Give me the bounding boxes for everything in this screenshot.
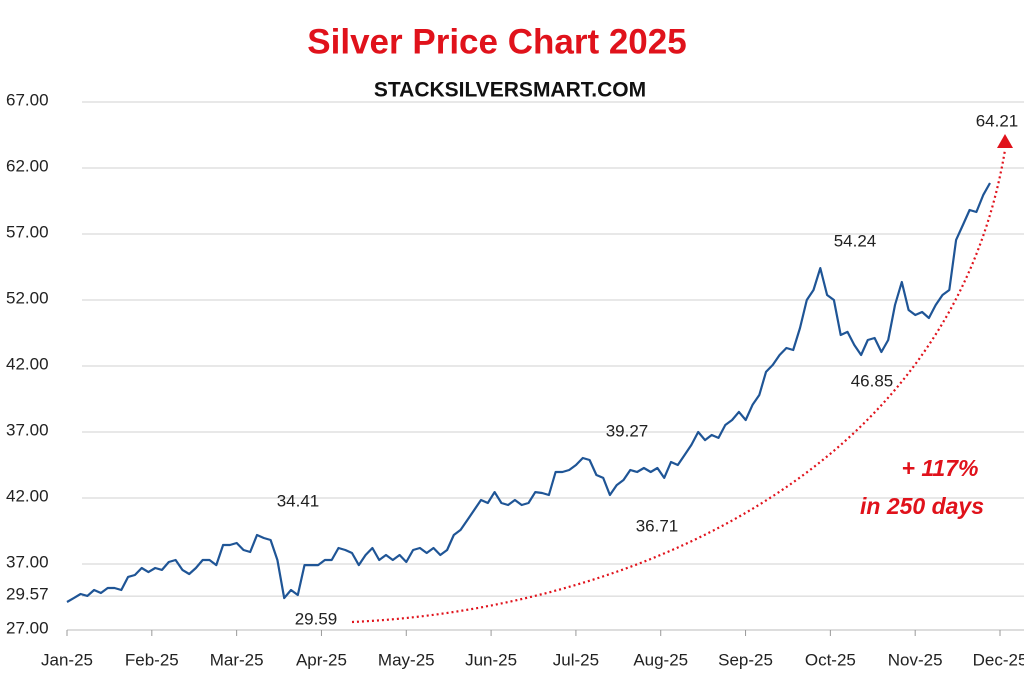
x-tick-label: Jan-25 xyxy=(41,650,93,669)
annotation: 36.71 xyxy=(636,516,679,535)
annotation: 64.21 xyxy=(976,111,1019,130)
y-tick-label: 62.00 xyxy=(6,156,49,175)
y-tick-label: 37.00 xyxy=(6,552,49,571)
annotation: 54.24 xyxy=(834,231,877,250)
chart-subtitle: STACKSILVERSMART.COM xyxy=(374,79,646,102)
callout-text: + 117% xyxy=(902,455,979,481)
y-tick-label: 67.00 xyxy=(6,90,49,109)
price-line xyxy=(66,182,991,603)
x-tick-label: Mar-25 xyxy=(210,650,264,669)
trend-arrow xyxy=(351,149,1007,624)
annotation: 34.41 xyxy=(277,491,320,510)
arrow-head xyxy=(997,134,1013,148)
y-tick-label: 27.00 xyxy=(6,618,49,637)
annotation: 39.27 xyxy=(606,421,649,440)
y-tick-label: 42.00 xyxy=(6,354,49,373)
x-tick-label: Oct-25 xyxy=(805,650,856,669)
chart-title: Silver Price Chart 2025 xyxy=(307,22,686,61)
x-tick-label: Dec-25 xyxy=(973,650,1024,669)
y-tick-label: 37.00 xyxy=(6,420,49,439)
x-tick-label: Jul-25 xyxy=(553,650,599,669)
x-tick-label: Aug-25 xyxy=(633,650,688,669)
x-tick-label: Apr-25 xyxy=(296,650,347,669)
callout-text: in 250 days xyxy=(860,493,984,519)
x-tick-label: May-25 xyxy=(378,650,435,669)
y-tick-label: 57.00 xyxy=(6,222,49,241)
x-tick-label: Sep-25 xyxy=(718,650,773,669)
x-tick-label: Feb-25 xyxy=(125,650,179,669)
x-tick-label: Nov-25 xyxy=(888,650,943,669)
x-tick-label: Jun-25 xyxy=(465,650,517,669)
y-tick-label: 29.57 xyxy=(6,585,49,604)
annotation: 46.85 xyxy=(851,371,894,390)
annotation: 29.59 xyxy=(295,609,338,628)
y-tick-label: 42.00 xyxy=(6,486,49,505)
y-tick-label: 52.00 xyxy=(6,288,49,307)
